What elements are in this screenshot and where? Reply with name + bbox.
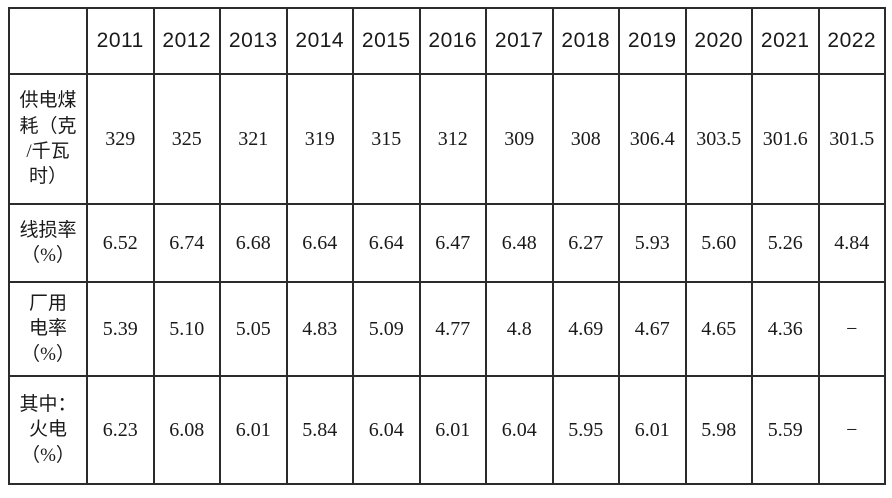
table-cell: 4.84 [817,203,886,283]
year-header-2015: 2015 [352,7,421,75]
year-header-2012: 2012 [152,7,221,75]
year-header-2013: 2013 [219,7,288,75]
table-cell: 5.10 [152,281,221,377]
table-row: 供电煤 耗（克 /千瓦 时） 329 325 321 319 315 312 309 308 30… [8,73,886,205]
power-statistics-table: 2011 2012 2013 2014 2015 2016 2017 2018 2019 2020… [8,7,886,485]
table-cell: 4.8 [485,281,554,377]
row-label: 供电煤 耗（克 /千瓦 时） [8,73,88,205]
year-header-2017: 2017 [485,7,554,75]
table-cell: 5.05 [219,281,288,377]
table-cell: 4.77 [418,281,487,377]
corner-header-cell [8,7,88,75]
table-cell: 306.4 [618,73,687,205]
table-cell: 6.74 [152,203,221,283]
year-header-2021: 2021 [751,7,820,75]
row-label: 厂用 电率 （%） [8,281,88,377]
table-cell: 4.83 [285,281,354,377]
table-cell: 6.23 [86,375,155,485]
table-cell: 6.01 [618,375,687,485]
year-header-2016: 2016 [418,7,487,75]
year-header-2011: 2011 [86,7,155,75]
year-header-2020: 2020 [684,7,753,75]
table-cell: 6.27 [551,203,620,283]
table-cell: 6.48 [485,203,554,283]
year-header-2018: 2018 [551,7,620,75]
year-header-2022: 2022 [817,7,886,75]
row-label: 线损率 （%） [8,203,88,283]
table-cell: 5.98 [684,375,753,485]
table-cell: 4.67 [618,281,687,377]
table-cell: 5.60 [684,203,753,283]
table-cell: 4.65 [684,281,753,377]
table-cell: 6.68 [219,203,288,283]
table-cell: 308 [551,73,620,205]
table-cell: 6.01 [219,375,288,485]
table-cell: 5.95 [551,375,620,485]
table-cell: 321 [219,73,288,205]
table-cell: 4.36 [751,281,820,377]
table-cell: 5.39 [86,281,155,377]
table-cell: 5.59 [751,375,820,485]
year-header-row: 2011 2012 2013 2014 2015 2016 2017 2018 2019 2020… [8,7,886,75]
table-cell: 6.64 [285,203,354,283]
table-cell: 325 [152,73,221,205]
table-cell: 6.04 [352,375,421,485]
table-cell: − [817,281,886,377]
table-cell: 5.09 [352,281,421,377]
row-label: 其中： 火电 （%） [8,375,88,485]
table-cell: − [817,375,886,485]
table-cell: 5.26 [751,203,820,283]
table-cell: 6.01 [418,375,487,485]
table-cell: 319 [285,73,354,205]
table-cell: 303.5 [684,73,753,205]
table-cell: 5.84 [285,375,354,485]
table-cell: 6.64 [352,203,421,283]
table-cell: 301.5 [817,73,886,205]
table-cell: 4.69 [551,281,620,377]
table-row: 线损率 （%） 6.52 6.74 6.68 6.64 6.64 6.47 6.48 6.27 5… [8,203,886,283]
table-cell: 329 [86,73,155,205]
table-cell: 6.04 [485,375,554,485]
table-cell: 5.93 [618,203,687,283]
table-cell: 6.52 [86,203,155,283]
table-cell: 301.6 [751,73,820,205]
table-row: 厂用 电率 （%） 5.39 5.10 5.05 4.83 5.09 4.77 4.8 4.69… [8,281,886,377]
table-row: 其中： 火电 （%） 6.23 6.08 6.01 5.84 6.04 6.01 6.04 5.… [8,375,886,485]
year-header-2019: 2019 [618,7,687,75]
table-cell: 6.08 [152,375,221,485]
year-header-2014: 2014 [285,7,354,75]
table-cell: 312 [418,73,487,205]
table-cell: 6.47 [418,203,487,283]
table-cell: 309 [485,73,554,205]
table-cell: 315 [352,73,421,205]
